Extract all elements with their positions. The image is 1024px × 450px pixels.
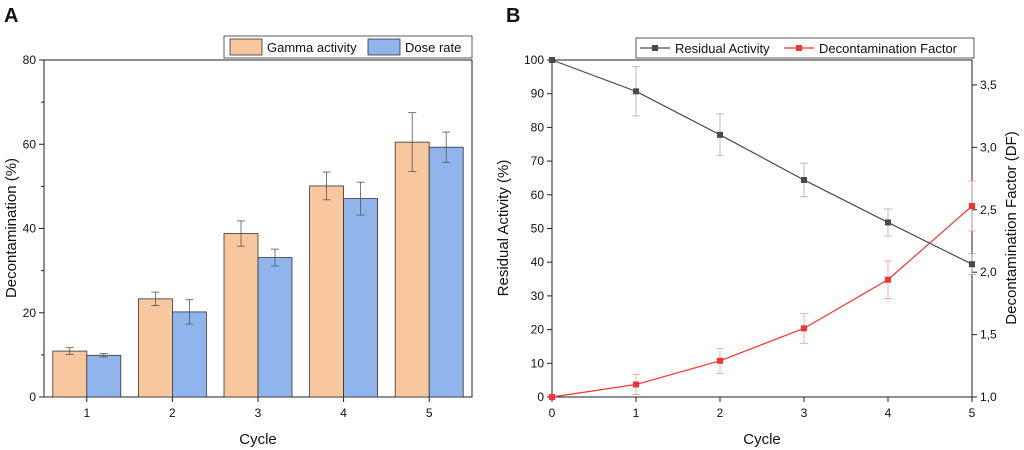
panel-a-label: A: [4, 5, 18, 27]
y2-tick-label-b: 2,5: [980, 203, 997, 217]
legend-b: Residual Activity Decontamination Factor: [635, 37, 975, 59]
bar-dose-rate: [257, 257, 293, 398]
panel-b-plot-frame: [551, 59, 973, 398]
panel-b-ylabel: Residual Activity (%): [495, 160, 512, 297]
bar-gamma-activity: [309, 185, 345, 398]
y-tick-label-a: 20: [23, 306, 37, 320]
legend-swatch-dose-rate: [367, 38, 401, 56]
y-tick-label-b: 30: [531, 289, 545, 303]
panel-a-marks: 0 20 40 60 80 1 2 3 4 5 Gamma activity Dose rate: [23, 35, 473, 420]
y-tick-label-b: 60: [531, 188, 545, 202]
point-decontamination-factor: [801, 325, 807, 332]
legend-label-decontamination-factor: Decontamination Factor: [819, 41, 958, 56]
point-decontamination-factor: [969, 203, 975, 210]
y-tick-label-b: 70: [531, 154, 545, 168]
x-tick-label-a: 1: [83, 406, 90, 420]
y-tick-label-a: 80: [23, 53, 37, 67]
x-tick-label-a: 2: [169, 406, 176, 420]
y-tick-label-b: 100: [524, 53, 544, 67]
x-tick-label-a: 3: [255, 406, 262, 420]
legend-swatch-gamma-activity: [229, 38, 263, 56]
bar-gamma-activity: [52, 350, 88, 398]
bar-dose-rate: [171, 311, 207, 398]
y2-tick-label-b: 2,0: [980, 265, 997, 279]
legend-label-residual-activity: Residual Activity: [675, 41, 770, 56]
y2-tick-label-b: 1,0: [980, 390, 997, 404]
panel-b-xlabel: Cycle: [743, 431, 781, 448]
panel-b-y2label: Decontamination Factor (DF): [1003, 131, 1020, 324]
point-residual-activity: [969, 261, 975, 268]
point-decontamination-factor: [549, 394, 555, 400]
y-tick-label-b: 40: [531, 255, 545, 269]
legend-a: Gamma activity Dose rate: [223, 35, 473, 59]
legend-label-dose-rate: Dose rate: [405, 40, 461, 55]
x-tick-label-a: 4: [340, 406, 347, 420]
point-residual-activity: [549, 57, 555, 63]
x-tick-label-a: 5: [426, 406, 433, 420]
point-decontamination-factor: [633, 381, 639, 388]
point-decontamination-factor: [885, 276, 891, 283]
panel-b-label: B: [506, 5, 520, 27]
bar-dose-rate: [343, 198, 379, 398]
bar-gamma-activity: [137, 298, 173, 398]
panel-a-ylabel: Decontamination (%): [3, 158, 20, 298]
legend-marker-decontamination-factor: [796, 45, 802, 51]
point-residual-activity: [801, 176, 807, 183]
y-tick-label-a: 60: [23, 137, 37, 151]
legend-marker-residual-activity: [652, 45, 658, 51]
legend-a-box: [223, 35, 473, 59]
y-tick-label-a: 0: [29, 390, 36, 404]
point-residual-activity: [885, 219, 891, 226]
x-tick-label-b: 4: [885, 406, 892, 420]
line-decontamination-factor: [551, 205, 973, 398]
point-residual-activity: [633, 88, 639, 95]
x-tick-label-b: 0: [549, 406, 556, 420]
panel-b-marks: 01020304050607080901001,01,52,02,53,03,5…: [524, 37, 997, 420]
x-tick-label-b: 5: [969, 406, 976, 420]
y2-tick-label-b: 1,5: [980, 328, 997, 342]
bar-gamma-activity: [223, 233, 259, 398]
x-tick-label-b: 2: [717, 406, 724, 420]
y2-tick-label-b: 3,0: [980, 140, 997, 154]
y-tick-label-a: 40: [23, 222, 37, 236]
y-tick-label-b: 50: [531, 222, 545, 236]
point-decontamination-factor: [717, 357, 723, 364]
x-tick-label-b: 3: [801, 406, 808, 420]
bar-dose-rate: [86, 354, 122, 398]
bar-gamma-activity: [394, 141, 430, 398]
x-tick-label-b: 1: [633, 406, 640, 420]
legend-label-gamma-activity: Gamma activity: [267, 40, 357, 55]
y-tick-label-b: 20: [531, 323, 545, 337]
y-tick-label-b: 80: [531, 120, 545, 134]
y-tick-label-b: 10: [531, 356, 545, 370]
y2-tick-label-b: 3,5: [980, 78, 997, 92]
line-residual-activity: [551, 59, 973, 265]
y-tick-label-b: 90: [531, 87, 545, 101]
bar-dose-rate: [428, 146, 464, 398]
y-tick-label-b: 0: [537, 390, 544, 404]
point-residual-activity: [717, 131, 723, 138]
panel-a-xlabel: Cycle: [239, 431, 277, 448]
